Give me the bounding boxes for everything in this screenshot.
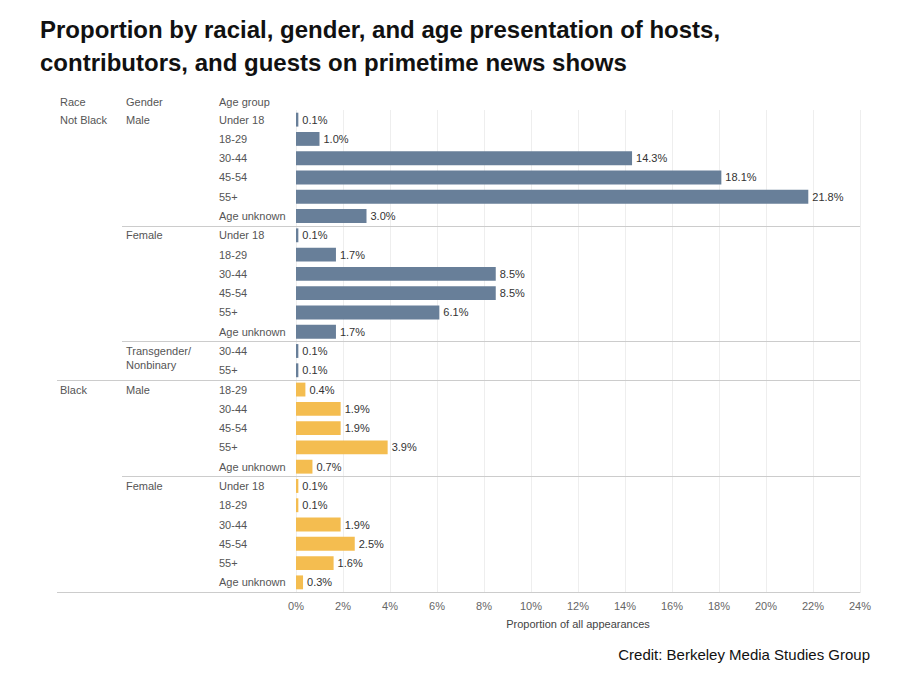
svg-text:14%: 14% <box>614 600 636 612</box>
svg-text:3.0%: 3.0% <box>371 210 396 222</box>
svg-text:45-54: 45-54 <box>219 538 247 550</box>
svg-text:30-44: 30-44 <box>219 345 247 357</box>
svg-text:45-54: 45-54 <box>219 171 247 183</box>
svg-text:0.1%: 0.1% <box>302 345 327 357</box>
svg-text:Black: Black <box>60 384 87 396</box>
svg-text:55+: 55+ <box>219 364 238 376</box>
svg-text:1.9%: 1.9% <box>345 519 370 531</box>
svg-text:0.7%: 0.7% <box>316 461 341 473</box>
svg-text:45-54: 45-54 <box>219 422 247 434</box>
svg-text:0%: 0% <box>288 600 304 612</box>
svg-text:18-29: 18-29 <box>219 499 247 511</box>
svg-text:1.9%: 1.9% <box>345 403 370 415</box>
svg-text:6%: 6% <box>429 600 445 612</box>
svg-text:Transgender/: Transgender/ <box>126 345 192 357</box>
svg-text:45-54: 45-54 <box>219 287 247 299</box>
svg-text:16%: 16% <box>661 600 683 612</box>
svg-text:1.7%: 1.7% <box>340 249 365 261</box>
svg-text:Proportion of all appearances: Proportion of all appearances <box>506 618 650 630</box>
svg-text:Under 18: Under 18 <box>219 229 264 241</box>
svg-text:1.0%: 1.0% <box>324 133 349 145</box>
svg-text:Credit: Berkeley Media Studies: Credit: Berkeley Media Studies Group <box>618 646 870 663</box>
svg-text:55+: 55+ <box>219 557 238 569</box>
svg-text:Age unknown: Age unknown <box>219 326 286 338</box>
svg-text:2%: 2% <box>335 600 351 612</box>
svg-text:55+: 55+ <box>219 441 238 453</box>
svg-text:18.1%: 18.1% <box>725 171 756 183</box>
svg-text:Female: Female <box>126 480 163 492</box>
svg-text:18-29: 18-29 <box>219 133 247 145</box>
svg-text:0.3%: 0.3% <box>307 576 332 588</box>
svg-text:2.5%: 2.5% <box>359 538 384 550</box>
svg-text:20%: 20% <box>755 600 777 612</box>
svg-text:Gender: Gender <box>126 96 163 108</box>
svg-text:22%: 22% <box>802 600 824 612</box>
svg-text:Age group: Age group <box>219 96 270 108</box>
svg-text:8.5%: 8.5% <box>500 287 525 299</box>
svg-text:Age unknown: Age unknown <box>219 576 286 588</box>
svg-text:Proportion by racial, gender,: Proportion by racial, gender, and age pr… <box>40 16 720 43</box>
svg-text:8.5%: 8.5% <box>500 268 525 280</box>
svg-text:Male: Male <box>126 384 150 396</box>
svg-text:1.9%: 1.9% <box>345 422 370 434</box>
svg-text:30-44: 30-44 <box>219 403 247 415</box>
svg-text:0.1%: 0.1% <box>302 229 327 241</box>
svg-text:18-29: 18-29 <box>219 384 247 396</box>
svg-text:Age unknown: Age unknown <box>219 461 286 473</box>
svg-text:Under 18: Under 18 <box>219 480 264 492</box>
svg-text:14.3%: 14.3% <box>636 152 667 164</box>
svg-text:18-29: 18-29 <box>219 249 247 261</box>
svg-text:Not Black: Not Black <box>60 114 108 126</box>
svg-text:30-44: 30-44 <box>219 268 247 280</box>
svg-text:21.8%: 21.8% <box>812 191 843 203</box>
svg-text:1.7%: 1.7% <box>340 326 365 338</box>
svg-text:0.4%: 0.4% <box>309 384 334 396</box>
svg-text:contributors, and guests on pr: contributors, and guests on primetime ne… <box>40 49 627 76</box>
svg-text:30-44: 30-44 <box>219 519 247 531</box>
svg-text:3.9%: 3.9% <box>392 441 417 453</box>
svg-text:12%: 12% <box>567 600 589 612</box>
svg-text:Female: Female <box>126 229 163 241</box>
svg-text:Age unknown: Age unknown <box>219 210 286 222</box>
svg-text:1.6%: 1.6% <box>338 557 363 569</box>
svg-text:6.1%: 6.1% <box>443 306 468 318</box>
svg-text:0.1%: 0.1% <box>302 499 327 511</box>
svg-text:0.1%: 0.1% <box>302 364 327 376</box>
svg-text:Nonbinary: Nonbinary <box>126 359 177 371</box>
svg-text:55+: 55+ <box>219 306 238 318</box>
svg-text:0.1%: 0.1% <box>302 114 327 126</box>
svg-text:Male: Male <box>126 114 150 126</box>
svg-text:18%: 18% <box>708 600 730 612</box>
svg-text:0.1%: 0.1% <box>302 480 327 492</box>
svg-text:24%: 24% <box>849 600 871 612</box>
svg-text:Under 18: Under 18 <box>219 114 264 126</box>
svg-text:Race: Race <box>60 96 86 108</box>
svg-text:8%: 8% <box>476 600 492 612</box>
svg-text:30-44: 30-44 <box>219 152 247 164</box>
svg-text:4%: 4% <box>382 600 398 612</box>
svg-text:55+: 55+ <box>219 191 238 203</box>
svg-text:10%: 10% <box>520 600 542 612</box>
